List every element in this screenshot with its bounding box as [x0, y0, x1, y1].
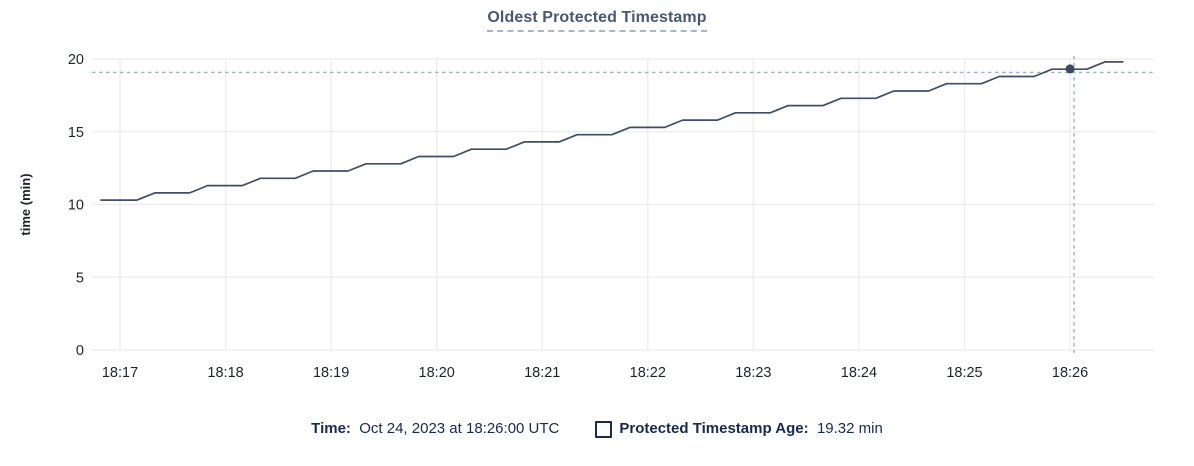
series-line: [100, 61, 1124, 201]
x-tick-label: 18:26: [1052, 365, 1088, 381]
series-label: Protected Timestamp Age:: [619, 420, 809, 437]
y-axis-title: time (min): [18, 173, 33, 235]
series-legend-square-icon[interactable]: [595, 420, 613, 438]
chart-tooltip-legend: Time: Oct 24, 2023 at 18:26:00 UTC Prote…: [0, 417, 1194, 441]
x-tick-label: 18:21: [524, 365, 560, 381]
timeseries-chart[interactable]: 0 5 10 15 20 18:17 18:18 18:19 18:20 18:21 18:22 18…: [0, 0, 1194, 410]
x-tick-label: 18:25: [946, 365, 982, 381]
y-tick-label: 20: [68, 52, 84, 68]
y-tick-label: 15: [68, 125, 84, 141]
x-tick-label: 18:19: [313, 365, 349, 381]
time-label-spacer: [351, 417, 359, 441]
series-label-spacer: [809, 417, 817, 441]
y-tick-label: 5: [76, 270, 84, 286]
x-tick-label: 18:17: [102, 365, 138, 381]
x-tick-label: 18:18: [207, 365, 243, 381]
x-tick-label: 18:20: [419, 365, 455, 381]
y-tick-label: 10: [68, 198, 84, 214]
chart-title[interactable]: Oldest Protected Timestamp: [487, 9, 707, 32]
time-label: Time:: [311, 420, 351, 437]
y-tick-label: 0: [76, 343, 84, 359]
time-value: Oct 24, 2023 at 18:26:00 UTC: [359, 420, 560, 437]
x-tick-label: 18:23: [735, 365, 771, 381]
series-value: 19.32 min: [816, 420, 883, 437]
x-tick-label: 18:22: [630, 365, 666, 381]
x-tick-label: 18:24: [841, 365, 877, 381]
chart-title-row: Oldest Protected Timestamp: [0, 9, 1194, 32]
hover-point-dot: [1065, 64, 1075, 74]
